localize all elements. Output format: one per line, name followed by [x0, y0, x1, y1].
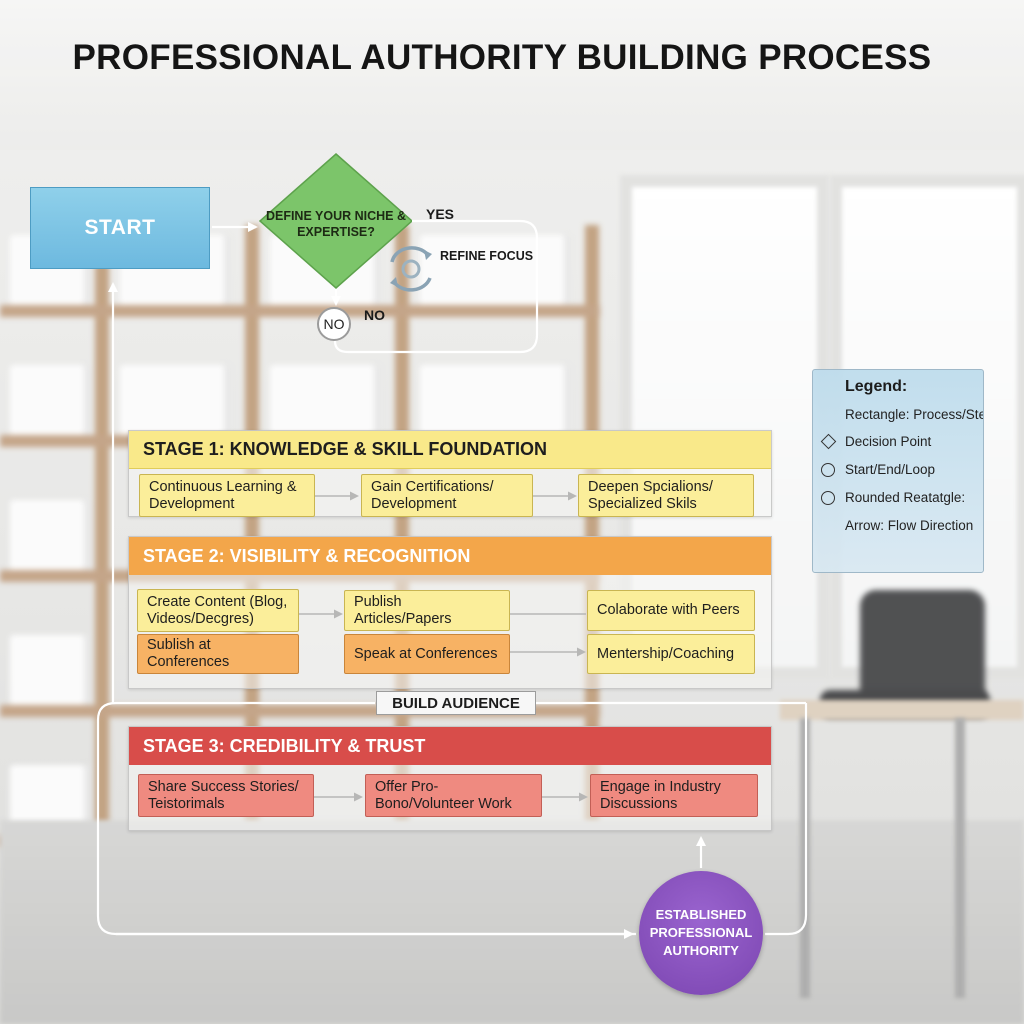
legend-item: Rectangle: Process/Step: [845, 407, 984, 422]
stage-3-step: Share Success Stories/ Teistorimals: [138, 774, 314, 817]
stage-2-step: Colaborate with Peers: [587, 590, 755, 631]
build-audience-label: BUILD AUDIENCE: [376, 691, 536, 715]
end-line: ESTABLISHED: [655, 907, 747, 922]
stage-1-step: Deepen Spcialions/ Specialized Skils: [578, 474, 754, 517]
stage-1-step: Continuous Learning & Development: [139, 474, 315, 517]
circle-icon: [821, 491, 835, 505]
refine-focus-label: REFINE FOCUS: [440, 249, 534, 263]
start-node: START: [30, 187, 210, 269]
stage-2-step: Publish Articles/Papers: [344, 590, 510, 631]
stage-1-title: STAGE 1: KNOWLEDGE & SKILL FOUNDATION: [129, 431, 771, 469]
legend-item: Rounded Reatatgle:: [845, 490, 966, 505]
stage-2-step: Mentership/Coaching: [587, 634, 755, 674]
decision-question: DEFINE YOUR NICHE & EXPERTISE?: [265, 209, 407, 239]
end-line: PROFESSIONAL: [649, 925, 753, 940]
legend-item: Start/End/Loop: [845, 462, 936, 477]
stage-3-step: Offer Pro-Bono/Volunteer Work: [365, 774, 542, 817]
stage-3-step: Engage in Industry Discussions: [590, 774, 758, 817]
stage-2-title: STAGE 2: VISIBILITY & RECOGNITION: [129, 537, 771, 575]
end-node: ESTABLISHED PROFESSIONAL AUTHORITY: [639, 871, 763, 995]
stage-1-step: Gain Certifications/ Development: [361, 474, 533, 517]
no-node: NO: [317, 307, 351, 341]
legend-panel: Legend: Rectangle: Process/Step Decision…: [812, 369, 984, 573]
legend-item: Arrow: Flow Direction: [845, 518, 974, 533]
no-node-label: NO: [323, 316, 345, 332]
stage-2-step: Sublish at Conferences: [137, 634, 299, 674]
end-line: AUTHORITY: [663, 943, 739, 958]
page-title: PROFESSIONAL AUTHORITY BUILDING PROCESS: [72, 38, 932, 77]
refine-cycle-icon: [390, 246, 432, 292]
circle-icon: [821, 463, 835, 477]
legend-title: Legend:: [845, 378, 908, 395]
stage-2-step: Create Content (Blog, Videos/Decgres): [137, 589, 299, 632]
decision-diamond: [258, 153, 414, 289]
no-label: NO: [364, 307, 385, 323]
start-label: START: [84, 216, 156, 239]
diamond-icon: [820, 433, 837, 450]
stage-2-step: Speak at Conferences: [344, 634, 510, 674]
stage-3-title: STAGE 3: CREDIBILITY & TRUST: [129, 727, 771, 765]
yes-label: YES: [426, 206, 455, 222]
legend-item: Decision Point: [845, 434, 932, 449]
